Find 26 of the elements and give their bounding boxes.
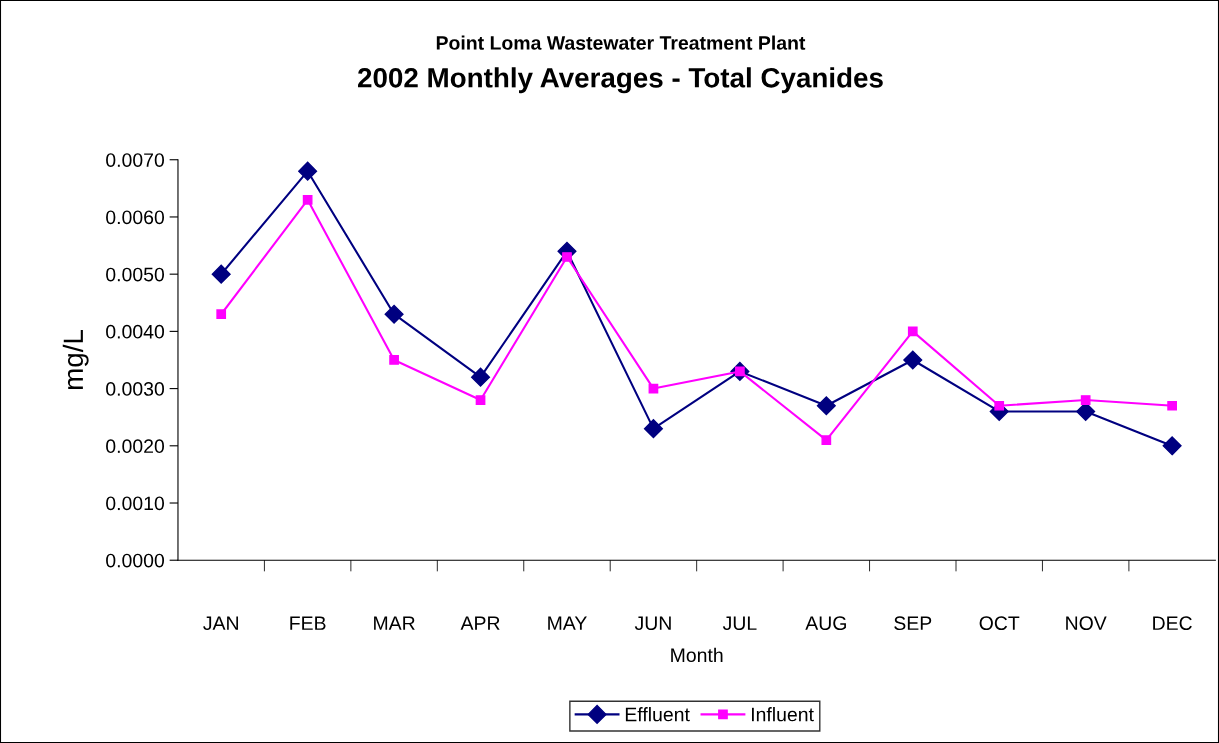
- legend-label: Influent: [751, 707, 814, 722]
- x-tick-label: FEB: [290, 616, 326, 630]
- chart-title: Point Loma Wastewater Treatment Plant: [436, 35, 806, 50]
- y-axis-title: mg/L: [62, 330, 89, 390]
- x-tick-label: DEC: [1153, 616, 1192, 631]
- y-tick-label: 0.0040: [106, 324, 165, 339]
- chart-subtitle: 2002 Monthly Averages - Total Cyanides: [358, 67, 883, 94]
- y-tick-label: 0.0050: [106, 267, 165, 282]
- x-tick-label: JUN: [634, 616, 671, 631]
- x-tick-label: APR: [460, 616, 500, 630]
- y-tick-label: 0.0030: [106, 382, 165, 396]
- x-tick-label: OCT: [979, 616, 1020, 631]
- y-tick-label: 0.0060: [106, 210, 165, 225]
- y-tick-label: 0.0010: [106, 496, 165, 511]
- x-tick-label: MAY: [548, 616, 587, 630]
- x-tick-label: SEP: [894, 616, 932, 631]
- x-tick-label: JUL: [722, 616, 757, 631]
- y-tick-label: 0.0020: [106, 439, 165, 454]
- y-tick-label: 0.0000: [106, 553, 165, 568]
- x-axis-title: Month: [671, 647, 723, 663]
- x-tick-label: MAR: [374, 616, 415, 630]
- x-tick-label: JAN: [203, 616, 238, 631]
- y-tick-label: 0.0070: [106, 153, 165, 167]
- legend-label: Effluent: [625, 707, 690, 722]
- x-tick-label: AUG: [805, 616, 846, 631]
- x-tick-label: NOV: [1066, 616, 1107, 631]
